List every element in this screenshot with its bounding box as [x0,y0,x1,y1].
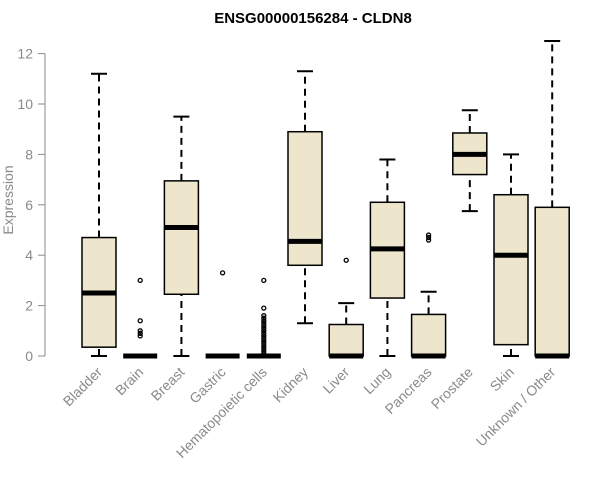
outlier-point [261,323,267,329]
outlier-point [261,277,267,284]
box-hematopoietic-cells [246,277,281,359]
box-brain [123,277,158,359]
outlier-point [137,328,143,334]
x-tick-label: Liver [320,364,353,397]
y-tick-label: 4 [25,247,33,263]
outlier-point [137,277,143,284]
outlier-point [261,305,267,311]
outlier-point [261,343,267,349]
box-bladder [81,72,117,357]
box-skin [493,153,529,357]
box-breast [163,115,200,357]
outlier-point [261,328,267,334]
outlier-point [137,333,143,339]
box-gastric [205,270,240,359]
box-unknown-other [534,40,570,359]
y-tick-label: 6 [25,197,33,213]
outlier-point [261,318,267,324]
outlier-point [261,315,267,321]
outlier-point [261,330,267,336]
outlier-point [343,257,349,263]
box-kidney [287,70,323,325]
boxes [81,40,570,359]
box-iqr [410,313,447,357]
outlier-point [137,330,143,336]
x-tick-label: Kidney [270,364,312,406]
outlier-point [261,335,267,342]
axes: 0 2 4 6 8 10 12 [17,46,46,364]
outlier-point [261,325,267,331]
outlier-point [261,348,267,354]
box-iqr [163,180,200,296]
y-tick-label: 0 [25,348,33,364]
box-iqr [287,130,323,267]
outlier-point [261,340,267,347]
outlier-point [425,232,432,238]
outlier-point [261,338,267,344]
outlier-point [261,320,267,326]
y-axis-label: Expression [0,165,16,234]
y-tick-label: 8 [25,146,33,162]
outlier-point [261,313,267,319]
y-tick-label: 10 [17,96,33,112]
x-tick-label: Brain [112,364,146,398]
y-tick-label: 12 [17,46,33,62]
x-tick-label: Skin [487,364,518,395]
box-lung [369,158,406,357]
box-iqr [534,206,570,357]
chart-title: ENSG00000156284 - CLDN8 [214,10,412,27]
outlier-point [261,333,267,339]
outlier-point [425,237,432,243]
box-prostate [452,109,488,213]
x-tick-label: Lung [360,364,393,397]
box-iqr [328,323,364,357]
outlier-point [219,270,226,276]
box-iqr [493,193,529,346]
outlier-point [137,318,143,324]
outlier-point [261,350,267,357]
x-tick-label: Prostate [428,364,476,412]
x-tick-label: Bladder [60,364,106,410]
box-liver [328,257,364,359]
x-tick-label: Breast [148,364,188,404]
outlier-point [261,345,267,352]
outlier-point [425,234,432,241]
box-pancreas [410,232,447,359]
y-tick-label: 2 [25,298,33,314]
